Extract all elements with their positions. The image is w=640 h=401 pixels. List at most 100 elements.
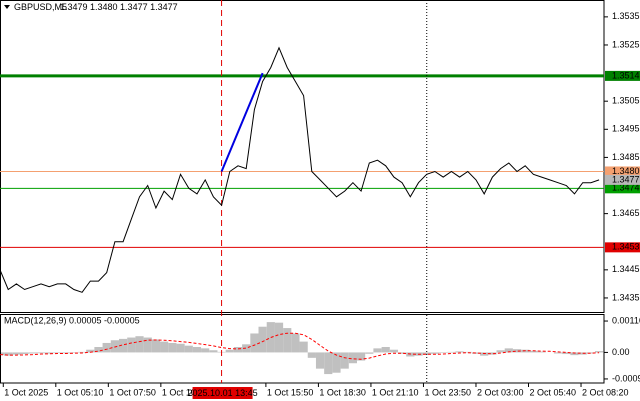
macd-bar (4, 352, 13, 356)
x-tick-label: 1 Oct 2025 (4, 387, 48, 397)
macd-bar (143, 337, 152, 353)
macd-bar (348, 352, 357, 364)
macd-bar (340, 352, 349, 369)
ohlc: 1.3479 1.3480 1.3477 1.3477 (60, 2, 178, 12)
crosshair-box (192, 387, 253, 399)
macd-bar (201, 348, 210, 353)
macd-bar (586, 352, 595, 354)
macd-bar (102, 342, 111, 353)
macd-bar (61, 352, 70, 354)
y-tick-label: 0.00 (612, 347, 630, 357)
price-tag (605, 166, 640, 177)
crosshair-label: 2025.10.01 13:45 (188, 388, 258, 398)
macd-bar (455, 351, 464, 353)
macd-bar (20, 352, 29, 355)
x-tick-label: 1 Oct 18:30 (319, 387, 366, 397)
macd-bar (28, 352, 37, 354)
x-tick-label: 1 Oct 15:50 (267, 387, 314, 397)
macd-bar (94, 347, 103, 353)
macd-bar (225, 349, 234, 353)
macd-bar (53, 352, 62, 353)
macd-bar (36, 352, 46, 354)
price-tag-label: 1.3514 (612, 70, 640, 80)
price-frame (0, 0, 605, 313)
macd-bar (77, 351, 87, 353)
y-tick-label: 0.00116 (612, 315, 640, 325)
macd-bar (69, 352, 78, 353)
x-tick-label: 1 Oct 07:50 (109, 387, 156, 397)
macd-bar (381, 347, 390, 353)
price-tag-label: 1.3453 (612, 242, 640, 252)
price-tag (605, 174, 640, 185)
macd-bar (0, 352, 5, 356)
y-tick-label: 1.3535 (612, 11, 640, 21)
macd-bar (430, 352, 440, 354)
macd-bar (283, 328, 292, 353)
macd-bar (127, 337, 136, 353)
y-tick-label: 1.3435 (612, 292, 640, 302)
x-tick-label: 1 Oct 05:10 (57, 387, 104, 397)
price-tag (605, 70, 640, 81)
y-tick-label: 1.3485 (612, 152, 640, 162)
macd-bar (447, 351, 456, 353)
macd-bar (373, 348, 382, 353)
macd-bar (192, 347, 202, 353)
menu-triangle[interactable] (4, 5, 10, 9)
macd-bar (570, 352, 579, 356)
trend-line (220, 72, 264, 172)
x-tick-label: 2 Oct 03:00 (477, 387, 524, 397)
macd-bar (291, 333, 300, 353)
macd-bar (274, 322, 284, 353)
x-tick-label: 1 Oct 23:50 (424, 387, 471, 397)
macd-bar (422, 352, 431, 355)
macd-bar (537, 351, 546, 353)
macd-bar (12, 352, 21, 355)
x-tick-label: 2 Oct 05:40 (530, 387, 577, 397)
macd-bar (135, 336, 144, 353)
macd-bar (184, 345, 193, 353)
price-tag (605, 242, 640, 253)
x-tick-label: 1 Oct 10:30 (162, 387, 209, 397)
macd-bar (258, 326, 267, 353)
macd-bar (110, 340, 119, 353)
macd-frame (0, 314, 605, 384)
price-tag-label: 1.3474 (612, 183, 640, 193)
y-tick-label: 1.3505 (612, 96, 640, 106)
y-tick-label: 1.3465 (612, 208, 640, 218)
macd-bar (118, 338, 128, 353)
macd-bar (242, 344, 251, 353)
macd-bar (365, 352, 374, 354)
price-tag-label: 1.3480 (612, 166, 640, 176)
y-tick-label: 1.3525 (612, 39, 640, 49)
macd-bar (488, 352, 497, 355)
macd-bar (463, 351, 472, 353)
y-tick-label: -0.00098 (612, 373, 640, 383)
macd-bar (45, 352, 54, 354)
x-tick-label: 1 Oct 21:10 (372, 387, 419, 397)
price-line (0, 46, 600, 293)
macd-title: MACD(12,26,9) 0.00005 -0.00005 (4, 315, 140, 325)
macd-bar (529, 350, 538, 353)
price-tag-label: 1.3477 (612, 174, 640, 184)
macd-bar (209, 350, 218, 353)
macd-bar (439, 352, 448, 353)
macd-bar (553, 352, 563, 354)
price-tag (605, 183, 640, 194)
macd-bar (299, 341, 308, 353)
macd-bar (389, 349, 399, 353)
macd-bar (233, 347, 243, 353)
macd-bar (160, 341, 169, 353)
y-tick-label: 1.3445 (612, 264, 640, 274)
macd-bar (512, 349, 522, 353)
macd-bar (168, 342, 177, 353)
y-tick-label: 1.3495 (612, 124, 640, 134)
macd-bar (332, 352, 341, 373)
macd-bar (250, 333, 259, 353)
macd-bar (594, 351, 604, 353)
macd-bar (151, 339, 161, 353)
symbol: GBPUSD,M5 (14, 2, 67, 12)
macd-bar (496, 350, 505, 353)
